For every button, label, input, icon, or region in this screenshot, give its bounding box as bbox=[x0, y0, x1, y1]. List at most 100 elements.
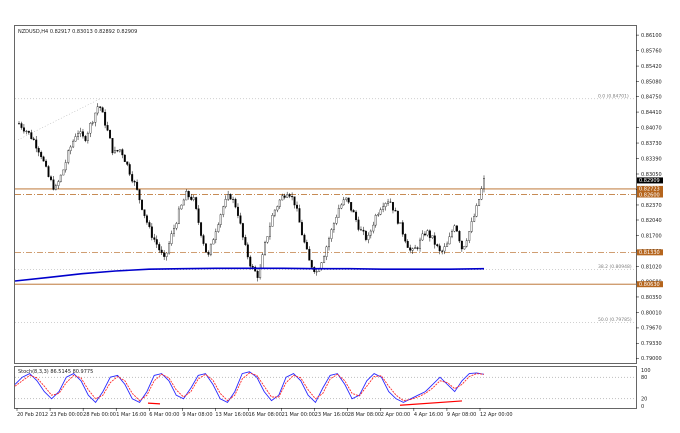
candle-body bbox=[160, 249, 163, 253]
candle-body bbox=[224, 199, 227, 207]
candle-body bbox=[209, 243, 212, 255]
candle-body bbox=[163, 252, 166, 257]
y-tick-label: 0.85080 bbox=[641, 79, 662, 85]
y-tick-label: 0.82040 bbox=[641, 218, 662, 224]
candle-body bbox=[310, 260, 313, 268]
candle-body bbox=[293, 196, 296, 206]
x-tick-label: 4 Apr 16:00 bbox=[414, 412, 443, 418]
candle-body bbox=[47, 166, 50, 177]
candle-body bbox=[64, 162, 67, 171]
candle-body bbox=[355, 211, 358, 221]
candle-body bbox=[94, 112, 97, 123]
candle-body bbox=[271, 215, 274, 227]
candle-body bbox=[254, 266, 257, 272]
x-tick-label: 16 Mar 08:00 bbox=[249, 412, 282, 418]
candle-body bbox=[345, 197, 348, 200]
candle-body bbox=[59, 174, 62, 182]
candle-body bbox=[330, 229, 333, 239]
candle-body bbox=[396, 210, 399, 224]
candle-body bbox=[291, 196, 294, 198]
candle-body bbox=[303, 234, 306, 243]
candle-body bbox=[332, 223, 335, 230]
candle-body bbox=[419, 239, 422, 249]
candle-body bbox=[187, 191, 190, 198]
y-tick-label: 0.85760 bbox=[641, 48, 662, 54]
y-tick-label: 0.80350 bbox=[641, 295, 662, 301]
candle-body bbox=[431, 235, 434, 238]
candle-body bbox=[192, 197, 195, 200]
candle-body bbox=[217, 224, 220, 232]
candle-body bbox=[387, 201, 390, 204]
candle-body bbox=[259, 267, 262, 278]
candle-body bbox=[128, 164, 131, 175]
candle-body bbox=[200, 222, 203, 236]
candle-body bbox=[145, 215, 148, 223]
x-tick-label: 13 Mar 16:00 bbox=[215, 412, 248, 418]
candle-body bbox=[40, 152, 43, 158]
candle-body bbox=[389, 201, 392, 203]
candle-body bbox=[79, 131, 82, 134]
y-tick-label: 0.83390 bbox=[641, 156, 662, 162]
candle-body bbox=[411, 248, 414, 251]
candle-body bbox=[483, 178, 485, 189]
candle-body bbox=[426, 230, 429, 236]
candle-body bbox=[77, 133, 80, 137]
candle-body bbox=[212, 239, 215, 245]
candle-body bbox=[249, 256, 252, 267]
candle-body bbox=[219, 214, 222, 225]
candle-body bbox=[104, 112, 107, 126]
candle-body bbox=[446, 243, 449, 247]
candlesticks bbox=[18, 103, 485, 282]
candle-body bbox=[37, 148, 40, 153]
candle-body bbox=[264, 242, 267, 255]
candle-body bbox=[305, 242, 308, 250]
candle-body bbox=[325, 246, 328, 257]
stochastic-main-line bbox=[14, 371, 485, 404]
candle-body bbox=[414, 247, 417, 249]
candle-body bbox=[421, 233, 424, 241]
candle-body bbox=[180, 204, 183, 210]
candle-body bbox=[286, 194, 289, 198]
candle-body bbox=[347, 197, 350, 203]
candle-body bbox=[106, 125, 109, 131]
candle-body bbox=[91, 122, 94, 124]
candle-body bbox=[234, 198, 237, 208]
candle-body bbox=[404, 234, 407, 242]
fibonacci-label: 38.2 (0.80948) bbox=[598, 264, 632, 270]
candle-body bbox=[468, 231, 471, 241]
candle-body bbox=[207, 252, 210, 255]
x-tick-label: 28 Feb 00:00 bbox=[83, 412, 116, 418]
x-tick-label: 1 Mar 16:00 bbox=[116, 412, 146, 418]
stochastic-level-label: 80 bbox=[641, 375, 647, 381]
candle-body bbox=[406, 241, 409, 248]
candle-body bbox=[357, 219, 360, 230]
candle-body bbox=[465, 240, 468, 247]
candle-body bbox=[165, 252, 168, 257]
y-tick-label: 0.83050 bbox=[641, 172, 662, 178]
candle-body bbox=[42, 156, 45, 162]
candle-body bbox=[453, 225, 456, 232]
candle-body bbox=[143, 209, 146, 216]
candle-body bbox=[96, 106, 99, 114]
candle-body bbox=[22, 127, 25, 132]
x-tick-label: 23 Mar 16:00 bbox=[315, 412, 348, 418]
candle-body bbox=[214, 231, 217, 240]
y-tick-label: 0.81700 bbox=[641, 233, 662, 239]
candle-body bbox=[323, 256, 326, 263]
candle-body bbox=[364, 231, 367, 240]
candle-body bbox=[113, 149, 116, 154]
candle-body bbox=[20, 123, 23, 128]
x-tick-label: 9 Apr 08:00 bbox=[447, 412, 476, 418]
candle-body bbox=[352, 210, 355, 213]
candle-body bbox=[133, 181, 136, 183]
y-tick-label: 0.80010 bbox=[641, 310, 662, 316]
candle-body bbox=[62, 169, 65, 176]
candle-body bbox=[261, 254, 264, 269]
candle-body bbox=[273, 209, 276, 216]
x-tick-label: 2 Apr 00:00 bbox=[381, 412, 410, 418]
price-label-text: 0.82909 bbox=[639, 178, 660, 184]
stochastic-signal-line bbox=[14, 372, 485, 402]
